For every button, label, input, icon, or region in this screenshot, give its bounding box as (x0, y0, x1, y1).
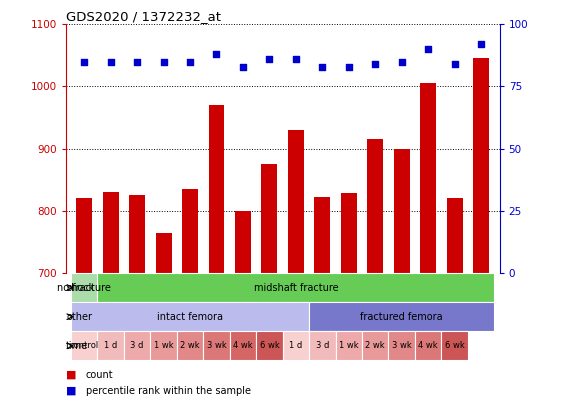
Text: 6 wk: 6 wk (260, 341, 279, 350)
Text: intact femora: intact femora (157, 312, 223, 322)
Bar (203, 331, 230, 360)
Point (238, 63, 247, 70)
Bar (71, 331, 98, 360)
Bar (71, 273, 98, 302)
Bar (336, 331, 362, 360)
Text: 1 wk: 1 wk (154, 341, 174, 350)
Bar (235, 211, 251, 405)
Bar (230, 331, 256, 360)
Bar (182, 189, 198, 405)
Text: 4 wk: 4 wk (419, 341, 438, 350)
Point (291, 56, 300, 62)
Point (477, 41, 486, 47)
Bar (150, 331, 177, 360)
Point (106, 58, 115, 65)
Text: 3 wk: 3 wk (207, 341, 226, 350)
Text: ■: ■ (66, 386, 76, 396)
Bar (441, 331, 468, 360)
Bar (256, 331, 283, 360)
Bar (415, 331, 441, 360)
Text: 4 wk: 4 wk (233, 341, 253, 350)
Text: fractured femora: fractured femora (360, 312, 443, 322)
Point (132, 58, 142, 65)
Bar (129, 195, 145, 405)
Point (371, 61, 380, 67)
Text: 2 wk: 2 wk (365, 341, 385, 350)
Point (397, 58, 407, 65)
Text: 1 wk: 1 wk (339, 341, 359, 350)
Text: control: control (70, 341, 99, 350)
Bar (341, 194, 357, 405)
Bar (156, 232, 171, 405)
Text: 3 d: 3 d (316, 341, 329, 350)
Text: other: other (66, 312, 92, 322)
Bar (77, 198, 92, 405)
Bar (388, 331, 415, 360)
Bar (309, 331, 336, 360)
Point (450, 61, 459, 67)
Text: 3 wk: 3 wk (392, 341, 412, 350)
Point (212, 51, 221, 58)
Text: GDS2020 / 1372232_at: GDS2020 / 1372232_at (66, 10, 220, 23)
Text: shock: shock (66, 283, 94, 292)
Text: count: count (86, 370, 113, 379)
Text: time: time (66, 341, 89, 351)
Text: midshaft fracture: midshaft fracture (254, 283, 338, 292)
Bar (315, 197, 330, 405)
Bar (71, 302, 309, 331)
Point (265, 56, 274, 62)
Bar (309, 302, 494, 331)
Bar (283, 331, 309, 360)
Bar (362, 331, 388, 360)
Text: 3 d: 3 d (130, 341, 144, 350)
Bar (367, 139, 383, 405)
Bar (420, 83, 436, 405)
Point (79, 58, 89, 65)
Bar (262, 164, 278, 405)
Point (159, 58, 168, 65)
Point (186, 58, 195, 65)
Text: percentile rank within the sample: percentile rank within the sample (86, 386, 251, 396)
Text: no fracture: no fracture (57, 283, 111, 292)
Bar (208, 105, 224, 405)
Text: 1 d: 1 d (289, 341, 303, 350)
Bar (177, 331, 203, 360)
Bar (288, 130, 304, 405)
Bar (98, 331, 124, 360)
Bar (447, 198, 463, 405)
Bar (103, 192, 119, 405)
Text: ■: ■ (66, 370, 76, 379)
Text: 2 wk: 2 wk (180, 341, 200, 350)
Point (318, 63, 327, 70)
Bar (124, 331, 150, 360)
Point (424, 46, 433, 52)
Text: 1 d: 1 d (104, 341, 117, 350)
Text: 6 wk: 6 wk (445, 341, 465, 350)
Point (344, 63, 353, 70)
Bar (394, 149, 409, 405)
Bar (473, 58, 489, 405)
